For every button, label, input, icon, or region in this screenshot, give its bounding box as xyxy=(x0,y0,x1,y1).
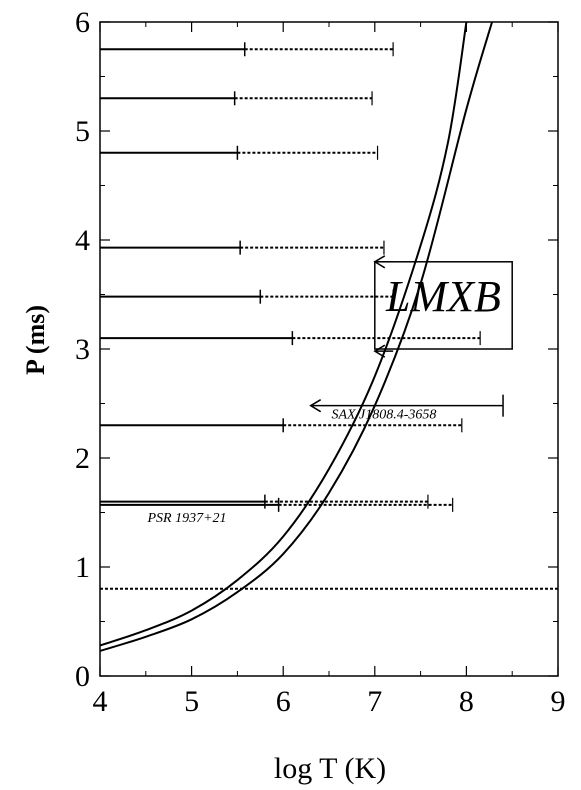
arrow-head-0 xyxy=(309,399,322,413)
x-tick-label-1: 5 xyxy=(184,685,199,718)
y-tick-label-2: 2 xyxy=(75,442,90,475)
annotation-1: SAX J1808.4-3658 xyxy=(331,407,436,422)
x-tick-label-3: 7 xyxy=(367,685,382,718)
annotation-2: PSR 1937+21 xyxy=(146,511,226,526)
y-tick-label-4: 4 xyxy=(75,224,90,257)
x-axis-title: log T (K) xyxy=(274,752,386,785)
curve-0 xyxy=(100,22,468,647)
y-tick-label-3: 3 xyxy=(75,333,90,366)
curve-1 xyxy=(100,22,494,652)
x-tick-label-4: 8 xyxy=(459,685,474,718)
plot-area: 4 5 6 7 8 9 0 1 2 3 4 5 6 LMXB SAX J1808.4-3658 PSR 193… xyxy=(75,6,566,718)
y-tick-label-6: 6 xyxy=(75,6,90,39)
y-tick-label-5: 5 xyxy=(75,115,90,148)
y-tick-label-0: 0 xyxy=(75,660,90,693)
arrow-head-2 xyxy=(373,344,386,358)
lmxb-box xyxy=(374,261,513,350)
y-tick-label-1: 1 xyxy=(75,551,90,584)
arrow-head-1 xyxy=(373,255,386,269)
x-tick-label-5: 9 xyxy=(551,685,566,718)
annotation-0: LMXB xyxy=(385,272,501,321)
y-axis-title: P (ms) xyxy=(21,305,50,375)
x-tick-label-0: 4 xyxy=(93,685,108,718)
x-tick-label-2: 6 xyxy=(276,685,291,718)
